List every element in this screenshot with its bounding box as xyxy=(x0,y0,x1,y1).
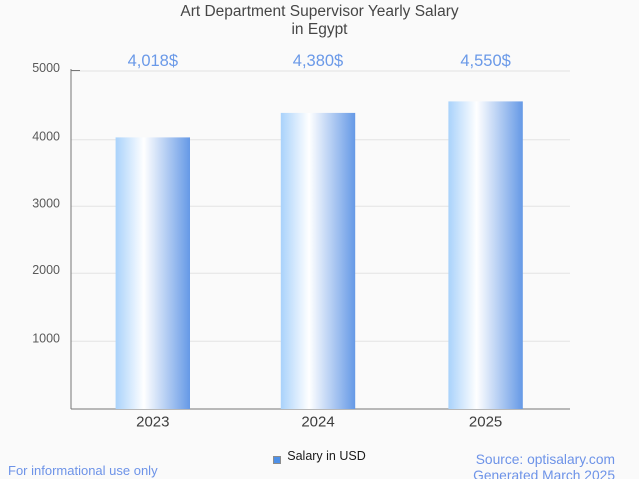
svg-text:4,018$: 4,018$ xyxy=(128,52,178,70)
svg-text:4000: 4000 xyxy=(32,130,60,144)
svg-text:3000: 3000 xyxy=(32,196,60,210)
svg-text:4,380$: 4,380$ xyxy=(293,52,343,70)
svg-text:1000: 1000 xyxy=(32,331,60,345)
svg-text:2023: 2023 xyxy=(136,414,169,431)
svg-text:5000: 5000 xyxy=(32,61,60,75)
svg-text:4,550$: 4,550$ xyxy=(460,52,510,70)
svg-text:2000: 2000 xyxy=(32,263,60,277)
svg-text:2024: 2024 xyxy=(301,414,334,431)
svg-text:2025: 2025 xyxy=(469,414,502,431)
